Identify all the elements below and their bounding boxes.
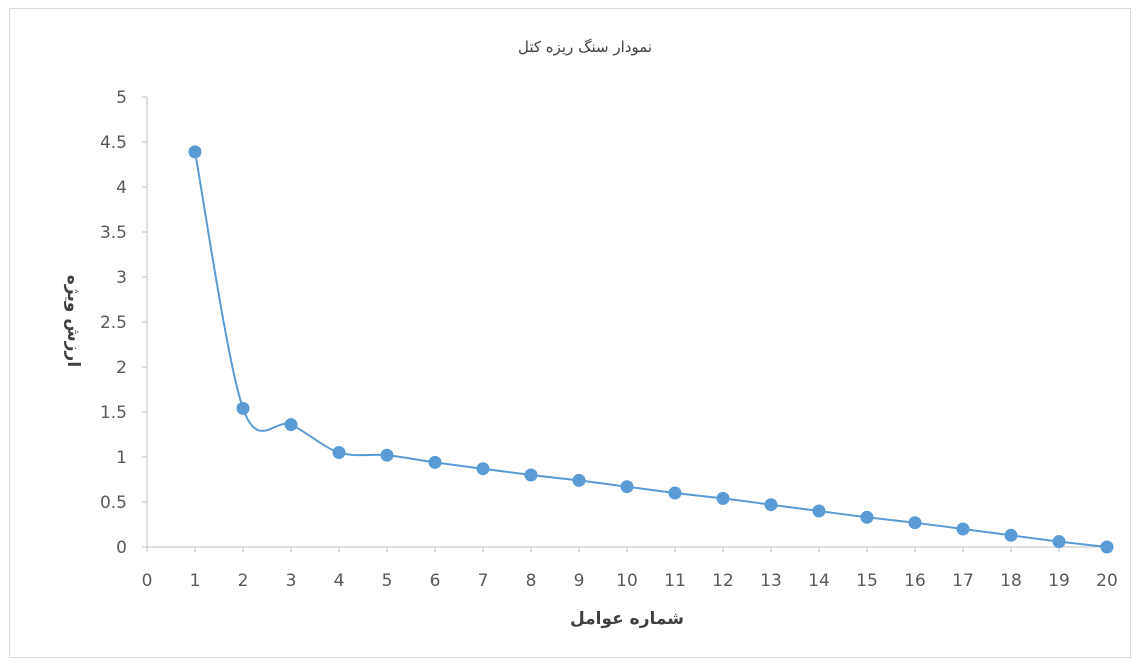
data-point-16 [908,516,922,530]
x-tick-label: 16 [904,571,926,591]
x-tick-label: 11 [664,571,686,591]
y-tick-label: 3.5 [100,223,127,243]
series-line [194,151,1108,548]
y-tick-label: 5 [116,88,127,108]
x-tick-label: 6 [430,571,441,591]
x-tick-label: 20 [1096,571,1118,591]
data-point-11 [668,486,682,500]
x-tick-label: 12 [712,571,734,591]
y-tick-label: 0.5 [100,493,127,513]
data-point-8 [524,468,538,482]
y-tick-label: 3 [116,268,127,288]
y-tick-label: 1.5 [100,403,127,423]
data-point-1 [188,145,202,159]
data-point-9 [572,473,586,487]
x-tick-label: 7 [478,571,489,591]
data-point-6 [428,455,442,469]
y-tick-label: 0 [116,538,127,558]
y-tick-label: 1 [116,448,127,468]
data-point-17 [956,522,970,536]
y-axis-title: ارزش ویژه [63,275,83,367]
y-tick-label: 4 [116,178,127,198]
x-tick-label: 5 [382,571,393,591]
y-tick-label: 4.5 [100,133,127,153]
data-point-2 [236,401,250,415]
x-tick-label: 0 [142,571,153,591]
data-point-7 [476,462,490,476]
data-point-4 [332,446,346,459]
x-tick-label: 9 [574,571,585,591]
data-point-15 [860,510,874,524]
x-tick-label: 18 [1000,571,1022,591]
y-axis: 0 0.5 1 1.5 2 2.5 3 3.5 4 4.5 5 [100,88,148,558]
data-point-20 [1100,540,1114,554]
series-eigenvalues [188,145,1114,554]
data-point-3 [284,418,298,432]
data-point-13 [764,498,778,512]
data-point-19 [1052,535,1066,549]
x-tick-label: 4 [334,571,345,591]
data-point-10 [620,480,634,494]
x-tick-label: 13 [760,571,782,591]
x-tick-label: 19 [1048,571,1070,591]
x-axis-title: شماره عوامل [570,609,684,629]
data-point-18 [1004,528,1018,542]
data-point-12 [716,491,730,505]
x-axis: 0 1 2 3 4 5 6 7 8 9 10 11 12 13 14 15 16 17 18 19 20 [142,546,1118,591]
y-tick-label: 2 [116,358,127,378]
x-tick-label: 17 [952,571,974,591]
x-tick-label: 10 [616,571,638,591]
data-point-5 [380,448,394,462]
y-tick-label: 2.5 [100,313,127,333]
x-tick-label: 3 [286,571,297,591]
chart-title: نمودار سنگ ریزه کتل [518,38,652,56]
data-point-14 [812,504,826,518]
x-tick-label: 15 [856,571,878,591]
x-tick-label: 1 [190,571,201,591]
chart-frame [9,8,1131,658]
x-tick-label: 8 [526,571,537,591]
x-tick-label: 2 [238,571,249,591]
x-tick-label: 14 [808,571,830,591]
